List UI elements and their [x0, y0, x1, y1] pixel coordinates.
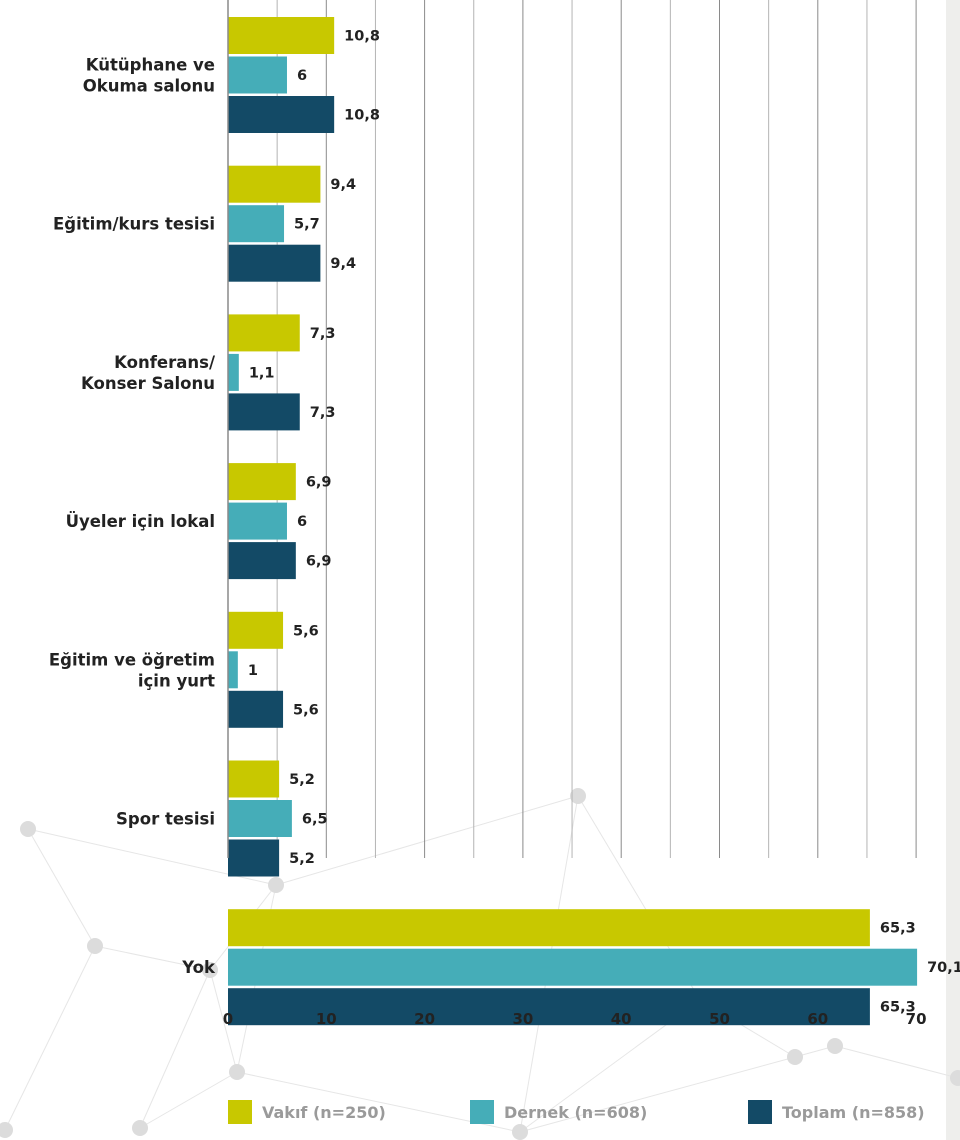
legend-label-0: Vakıf (n=250): [262, 1103, 386, 1122]
network-line: [27, 828, 96, 947]
legend-swatch-0: [228, 1100, 252, 1124]
network-node: [0, 1122, 13, 1138]
network-line: [139, 1071, 238, 1129]
network-node: [787, 1049, 803, 1065]
x-tick-label-70: 70: [906, 1010, 927, 1028]
category-label-6: Yok: [181, 958, 216, 977]
legend-label-2: Toplam (n=858): [782, 1103, 925, 1122]
category-label-2: Konferans/Konser Salonu: [81, 353, 216, 393]
network-node: [202, 962, 218, 978]
bar-3-1: [228, 502, 287, 540]
value-label-3-2: 6,9: [306, 554, 332, 570]
value-label-1-1: 5,7: [294, 217, 320, 233]
network-line: [4, 945, 96, 1131]
bar-3-0: [228, 463, 296, 501]
bar-6-0: [228, 909, 870, 947]
x-tick-label-10: 10: [316, 1010, 337, 1028]
value-label-3-1: 6: [297, 514, 307, 530]
value-label-3-0: 6,9: [306, 475, 332, 491]
bar-4-0: [228, 611, 284, 649]
x-tick-label-50: 50: [709, 1010, 730, 1028]
value-label-6-1: 70,1: [927, 960, 960, 976]
x-tick-label-30: 30: [512, 1010, 533, 1028]
value-label-4-2: 5,6: [293, 702, 319, 718]
value-label-6-2: 65,3: [880, 1000, 916, 1016]
value-label-1-0: 9,4: [330, 177, 356, 193]
bar-4-1: [228, 651, 238, 689]
bar-1-1: [228, 205, 285, 243]
network-node: [512, 1124, 528, 1140]
network-node: [229, 1064, 245, 1080]
value-label-0-1: 6: [297, 68, 307, 84]
bar-1-0: [228, 165, 321, 203]
value-label-5-1: 6,5: [302, 812, 328, 828]
bar-0-2: [228, 96, 335, 133]
bar-5-0: [228, 760, 280, 798]
bar-3-2: [228, 542, 296, 580]
value-label-0-0: 10,8: [344, 29, 380, 45]
legend-swatch-2: [748, 1100, 772, 1124]
bar-0-1: [228, 56, 287, 94]
bar-5-1: [228, 800, 292, 837]
network-line: [94, 945, 211, 971]
value-label-5-2: 5,2: [289, 851, 315, 867]
value-label-5-0: 5,2: [289, 772, 315, 788]
network-node: [950, 1070, 960, 1086]
network-node: [268, 877, 284, 893]
category-label-4: Eğitim ve öğretim için yurt: [49, 650, 215, 690]
value-label-6-0: 65,3: [880, 921, 916, 937]
value-label-1-2: 9,4: [330, 256, 356, 272]
category-label-5: Spor tesisi: [116, 810, 215, 829]
category-label-0: Kütüphane ve Okuma salonu: [83, 56, 215, 96]
x-tick-label-20: 20: [414, 1010, 435, 1028]
network-node: [132, 1120, 148, 1136]
network-line: [275, 795, 579, 886]
legend-swatch-1: [470, 1100, 494, 1124]
bar-6-1: [228, 948, 918, 986]
network-line: [139, 969, 211, 1129]
category-label-1: Eğitim/kurs tesisi: [53, 215, 215, 234]
x-tick-label-40: 40: [611, 1010, 632, 1028]
category-label-3: Üyeler için lokal: [66, 512, 215, 531]
value-label-2-1: 1,1: [249, 365, 275, 381]
value-label-4-0: 5,6: [293, 623, 319, 639]
bar-5-2: [228, 839, 280, 877]
network-line: [519, 1056, 796, 1133]
right-background-band: [946, 0, 960, 1140]
value-label-4-1: 1: [248, 663, 258, 679]
bar-0-0: [228, 17, 335, 54]
x-tick-label-60: 60: [807, 1010, 828, 1028]
network-node: [570, 788, 586, 804]
value-label-0-2: 10,8: [344, 108, 380, 124]
legend-label-1: Dernek (n=608): [504, 1103, 647, 1122]
bar-2-2: [228, 393, 300, 431]
network-line: [834, 1045, 959, 1079]
value-label-2-2: 7,3: [310, 405, 336, 421]
bar-2-0: [228, 314, 300, 352]
bar-4-2: [228, 690, 284, 728]
network-node: [827, 1038, 843, 1054]
x-tick-label-0: 0: [223, 1010, 233, 1028]
network-line: [209, 969, 238, 1073]
value-label-2-0: 7,3: [310, 326, 336, 342]
bar-6-2: [228, 988, 870, 1026]
bar-2-1: [228, 353, 239, 391]
bar-1-2: [228, 244, 321, 282]
network-node: [87, 938, 103, 954]
network-node: [20, 821, 36, 837]
